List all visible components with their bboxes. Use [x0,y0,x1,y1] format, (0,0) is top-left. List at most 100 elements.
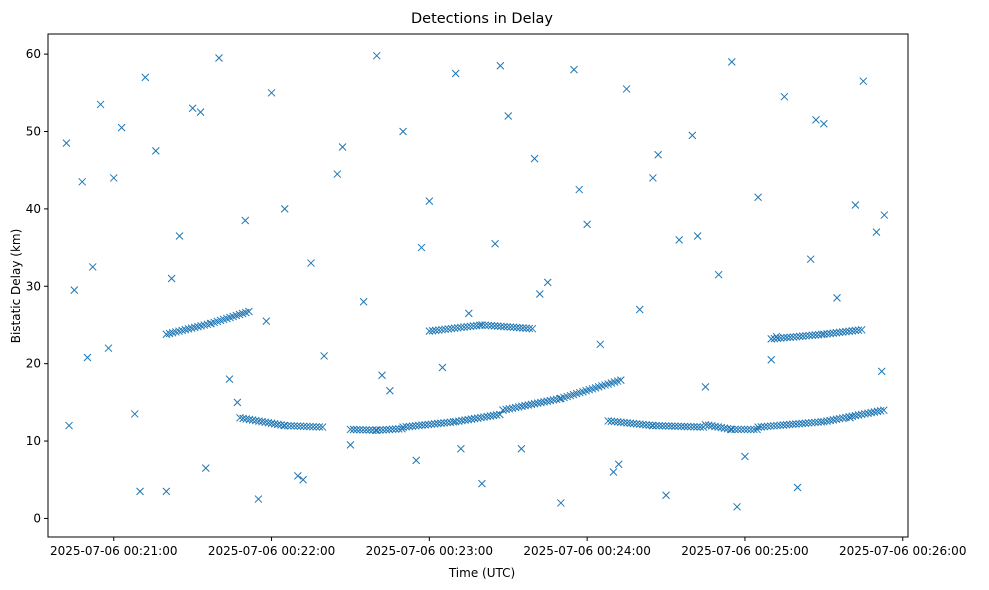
data-point [537,398,545,407]
data-point [496,61,505,70]
data-point [264,418,273,427]
data-point [658,421,667,430]
data-point [385,425,394,434]
data-point [283,421,292,430]
data-point [495,410,504,419]
data-point [104,344,113,353]
data-point [750,425,758,434]
y-tick-label-1: 10 [26,434,41,448]
data-point [399,423,407,431]
data-point [457,444,465,453]
data-point [194,322,202,331]
data-point [575,185,584,194]
data-point [798,419,807,428]
data-point [642,421,650,429]
data-point [704,421,713,430]
data-point [293,472,302,480]
data-point [78,177,87,186]
data-point [492,411,501,419]
data-point [754,193,762,202]
data-point [517,444,526,453]
data-point [707,422,716,430]
data-point [346,441,355,449]
data-point [309,422,317,431]
data-point [667,422,676,430]
data-point [333,170,342,178]
data-point [535,290,544,298]
data-point [867,408,876,417]
data-point [83,353,92,362]
data-point [359,425,367,434]
data-point [424,420,433,429]
data-point [804,419,813,427]
data-point [433,419,442,428]
data-point [444,325,453,333]
data-point [639,420,647,429]
data-point [402,422,411,431]
data-point [280,205,289,213]
data-point [175,232,184,240]
data-point [454,417,463,426]
y-tick-label-4: 40 [26,202,41,216]
data-point [469,322,478,330]
chart-title: Detections in Delay [411,11,553,27]
data-point [489,411,498,420]
data-point [879,406,888,415]
data-point [378,371,386,380]
data-point [109,174,118,182]
data-point [556,499,565,507]
data-point [693,423,701,431]
data-point [197,321,205,330]
data-point [141,73,150,82]
data-point [359,297,368,306]
data-point [451,417,460,426]
data-point [842,327,850,336]
data-point [248,416,257,424]
y-axis-ticks: 0 10 20 30 40 50 60 [26,47,48,525]
data-point [70,286,79,294]
data-point [315,423,324,431]
data-point [438,363,447,372]
data-point [714,270,723,279]
x-axis-ticks: 2025-07-06 00:21:00 2025-07-06 00:22:00 20… [50,537,966,558]
data-point [287,421,295,430]
data-point [463,322,472,331]
data-point [302,422,311,431]
data-point [499,406,507,414]
data-point [270,419,279,428]
data-point [506,323,515,331]
data-point [711,422,719,431]
data-point [801,419,810,428]
data-point [486,412,495,420]
data-point [290,422,299,430]
data-point [811,418,819,427]
x-tick-label-1: 2025-07-06 00:22:00 [208,544,335,558]
data-point [519,324,527,332]
data-point [808,331,817,340]
data-point [451,69,460,78]
data-point [838,414,847,422]
data-point [861,409,869,418]
data-point [754,423,762,431]
data-point [767,335,776,343]
data-point [388,425,397,434]
data-point [873,407,882,416]
data-point [792,420,800,428]
data-point [417,243,426,252]
data-point [845,412,853,421]
data-point [788,420,797,429]
data-point [757,423,766,431]
data-point [812,116,820,124]
y-tick-label-5: 50 [26,125,41,139]
data-point [376,426,384,434]
data-point [487,321,496,330]
data-point [616,418,625,427]
data-point [464,415,473,424]
data-point [819,417,828,426]
data-point [505,404,514,413]
data-point [267,88,276,97]
data-point [543,278,552,287]
data-point [447,324,456,333]
data-point [701,420,710,429]
